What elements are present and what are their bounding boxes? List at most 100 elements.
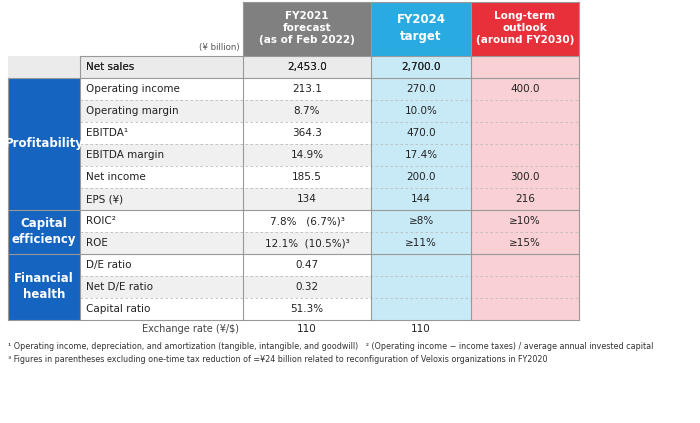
Text: 400.0: 400.0 xyxy=(510,84,540,94)
Bar xyxy=(80,298,243,320)
Text: 144: 144 xyxy=(411,194,431,204)
Text: ROIC²: ROIC² xyxy=(86,216,116,226)
Text: 8.7%: 8.7% xyxy=(294,106,321,116)
Text: 470.0: 470.0 xyxy=(406,128,436,138)
Bar xyxy=(80,122,243,144)
Bar xyxy=(471,276,579,298)
Text: 0.47: 0.47 xyxy=(295,260,318,270)
Text: EPS (¥): EPS (¥) xyxy=(86,194,123,204)
Text: Financial
health: Financial health xyxy=(14,272,74,302)
Bar xyxy=(243,2,371,56)
Bar xyxy=(243,188,371,210)
Text: Operating income: Operating income xyxy=(86,84,180,94)
Bar xyxy=(80,254,243,276)
Text: 2,700.0: 2,700.0 xyxy=(401,62,441,72)
Text: 0.32: 0.32 xyxy=(295,282,318,292)
Bar xyxy=(80,232,243,254)
Bar xyxy=(80,144,243,166)
Text: 213.1: 213.1 xyxy=(292,84,322,94)
Text: 216: 216 xyxy=(515,194,535,204)
Text: ≥15%: ≥15% xyxy=(509,238,541,248)
Text: 10.0%: 10.0% xyxy=(405,106,438,116)
Text: Profitability: Profitability xyxy=(4,137,83,151)
Bar xyxy=(80,100,243,122)
Text: 185.5: 185.5 xyxy=(292,172,322,182)
Text: Capital ratio: Capital ratio xyxy=(86,304,150,314)
Bar xyxy=(8,56,80,78)
Text: Long-term
outlook
(around FY2030): Long-term outlook (around FY2030) xyxy=(476,11,574,45)
Text: FY2021
forecast
(as of Feb 2022): FY2021 forecast (as of Feb 2022) xyxy=(259,11,355,45)
Bar xyxy=(243,122,371,144)
Bar xyxy=(243,78,371,100)
Text: EBITDA margin: EBITDA margin xyxy=(86,150,164,160)
Bar xyxy=(471,122,579,144)
Text: 51.3%: 51.3% xyxy=(290,304,323,314)
Bar xyxy=(371,122,471,144)
Bar xyxy=(243,276,371,298)
Bar xyxy=(471,166,579,188)
Text: Net sales: Net sales xyxy=(86,62,134,72)
Text: Operating margin: Operating margin xyxy=(86,106,178,116)
Bar xyxy=(471,254,579,276)
Bar xyxy=(8,254,80,320)
Bar xyxy=(80,188,243,210)
Bar xyxy=(243,232,371,254)
Text: 12.1%  (10.5%)³: 12.1% (10.5%)³ xyxy=(265,238,349,248)
Text: 134: 134 xyxy=(297,194,317,204)
Bar xyxy=(243,298,371,320)
Bar xyxy=(471,78,579,100)
Text: 200.0: 200.0 xyxy=(406,172,435,182)
Bar xyxy=(8,78,80,210)
Bar xyxy=(471,144,579,166)
Text: Net income: Net income xyxy=(86,172,146,182)
Text: FY2024
target: FY2024 target xyxy=(396,13,445,43)
Text: 270.0: 270.0 xyxy=(406,84,436,94)
Bar xyxy=(243,56,371,78)
Bar xyxy=(80,210,243,232)
Bar xyxy=(371,276,471,298)
Bar xyxy=(371,100,471,122)
Text: D/E ratio: D/E ratio xyxy=(86,260,132,270)
Bar xyxy=(471,56,579,78)
Text: ³ Figures in parentheses excluding one-time tax reduction of =¥24 billion relate: ³ Figures in parentheses excluding one-t… xyxy=(8,355,547,364)
Bar xyxy=(471,232,579,254)
Bar xyxy=(371,2,471,56)
Bar xyxy=(371,298,471,320)
Bar xyxy=(80,56,243,78)
Bar xyxy=(243,254,371,276)
Text: 110: 110 xyxy=(411,324,431,334)
Bar xyxy=(371,232,471,254)
Bar xyxy=(243,210,371,232)
Text: (¥ billion): (¥ billion) xyxy=(199,43,240,52)
Text: 300.0: 300.0 xyxy=(510,172,540,182)
Bar xyxy=(371,254,471,276)
Bar xyxy=(471,210,579,232)
Bar xyxy=(243,56,371,78)
Bar xyxy=(471,188,579,210)
Text: ≥8%: ≥8% xyxy=(408,216,433,226)
Bar xyxy=(80,166,243,188)
Bar xyxy=(371,78,471,100)
Bar xyxy=(371,210,471,232)
Bar xyxy=(471,2,579,56)
Bar xyxy=(243,166,371,188)
Bar xyxy=(80,56,243,78)
Text: 110: 110 xyxy=(297,324,317,334)
Text: ROE: ROE xyxy=(86,238,108,248)
Text: 364.3: 364.3 xyxy=(292,128,322,138)
Bar xyxy=(371,166,471,188)
Text: ¹ Operating income, depreciation, and amortization (tangible, intangible, and go: ¹ Operating income, depreciation, and am… xyxy=(8,342,653,351)
Text: Net D/E ratio: Net D/E ratio xyxy=(86,282,153,292)
Bar xyxy=(371,56,471,78)
Text: Exchange rate (¥/$): Exchange rate (¥/$) xyxy=(142,324,239,334)
Bar xyxy=(80,78,243,100)
Text: 7.8%   (6.7%)³: 7.8% (6.7%)³ xyxy=(270,216,344,226)
Text: 2,700.0: 2,700.0 xyxy=(401,62,441,72)
Bar xyxy=(471,100,579,122)
Text: ≥10%: ≥10% xyxy=(509,216,541,226)
Bar xyxy=(243,100,371,122)
Text: 2,453.0: 2,453.0 xyxy=(287,62,327,72)
Bar xyxy=(243,144,371,166)
Text: EBITDA¹: EBITDA¹ xyxy=(86,128,128,138)
Text: ≥11%: ≥11% xyxy=(405,238,437,248)
